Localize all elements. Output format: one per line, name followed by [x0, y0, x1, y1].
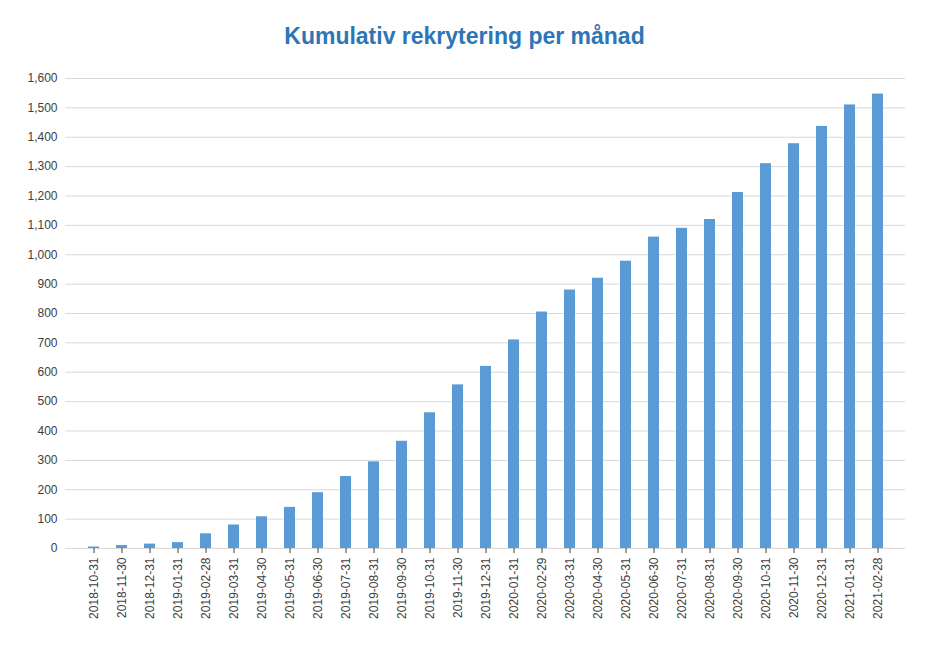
svg-text:2019-12-31: 2019-12-31: [479, 557, 493, 619]
svg-text:2020-07-31: 2020-07-31: [675, 557, 689, 619]
svg-text:2019-10-31: 2019-10-31: [423, 557, 437, 619]
svg-text:2019-07-31: 2019-07-31: [339, 557, 353, 619]
svg-text:2020-05-31: 2020-05-31: [619, 557, 633, 619]
svg-text:2020-12-31: 2020-12-31: [815, 557, 829, 619]
svg-text:2019-06-30: 2019-06-30: [311, 557, 325, 619]
html-text:Kumulativ rekrytering per måna: Kumulativ rekrytering per månad: [284, 23, 645, 49]
svg-text:0: 0: [51, 541, 58, 555]
svg-text:2020-11-30: 2020-11-30: [787, 557, 801, 618]
svg-text:2020-04-30: 2020-04-30: [591, 557, 605, 619]
svg-text:1,600: 1,600: [27, 71, 57, 85]
svg-text:300: 300: [37, 453, 57, 467]
svg-text:2021-02-28: 2021-02-28: [871, 557, 885, 619]
svg-text:500: 500: [37, 394, 57, 408]
svg-text:2019-05-31: 2019-05-31: [283, 557, 297, 619]
svg-text:900: 900: [37, 277, 57, 291]
svg-text:2020-09-30: 2020-09-30: [731, 557, 745, 619]
svg-text:2018-11-30: 2018-11-30: [115, 557, 129, 618]
svg-text:2021-01-31: 2021-01-31: [843, 557, 857, 619]
svg-text:1,500: 1,500: [27, 101, 57, 115]
svg-text:1,400: 1,400: [27, 130, 57, 144]
svg-text:1,100: 1,100: [27, 218, 57, 232]
svg-text:800: 800: [37, 306, 57, 320]
svg-text:400: 400: [37, 424, 57, 438]
svg-text:2019-03-31: 2019-03-31: [227, 557, 241, 619]
svg-text:2019-02-28: 2019-02-28: [199, 557, 213, 619]
svg-text:1,200: 1,200: [27, 189, 57, 203]
svg-text:2018-12-31: 2018-12-31: [143, 557, 157, 619]
svg-text:2020-01-31: 2020-01-31: [507, 557, 521, 619]
svg-text:2019-08-31: 2019-08-31: [367, 557, 381, 619]
svg-text:1,000: 1,000: [27, 248, 57, 262]
svg-text:2018-10-31: 2018-10-31: [87, 557, 101, 619]
svg-text:700: 700: [37, 336, 57, 350]
svg-text:2020-08-31: 2020-08-31: [703, 557, 717, 619]
svg-text:2020-03-31: 2020-03-31: [563, 557, 577, 619]
svg-text:2020-02-29: 2020-02-29: [535, 557, 549, 619]
svg-text:100: 100: [37, 512, 57, 526]
svg-text:2019-09-30: 2019-09-30: [395, 557, 409, 619]
svg-text:200: 200: [37, 483, 57, 497]
svg-text:2019-11-30: 2019-11-30: [451, 557, 465, 618]
svg-text:2019-01-31: 2019-01-31: [171, 557, 185, 619]
svg-text:1,300: 1,300: [27, 159, 57, 173]
svg-text:2020-06-30: 2020-06-30: [647, 557, 661, 619]
svg-text:600: 600: [37, 365, 57, 379]
svg-text:2020-10-31: 2020-10-31: [759, 557, 773, 619]
svg-text:2019-04-30: 2019-04-30: [255, 557, 269, 619]
